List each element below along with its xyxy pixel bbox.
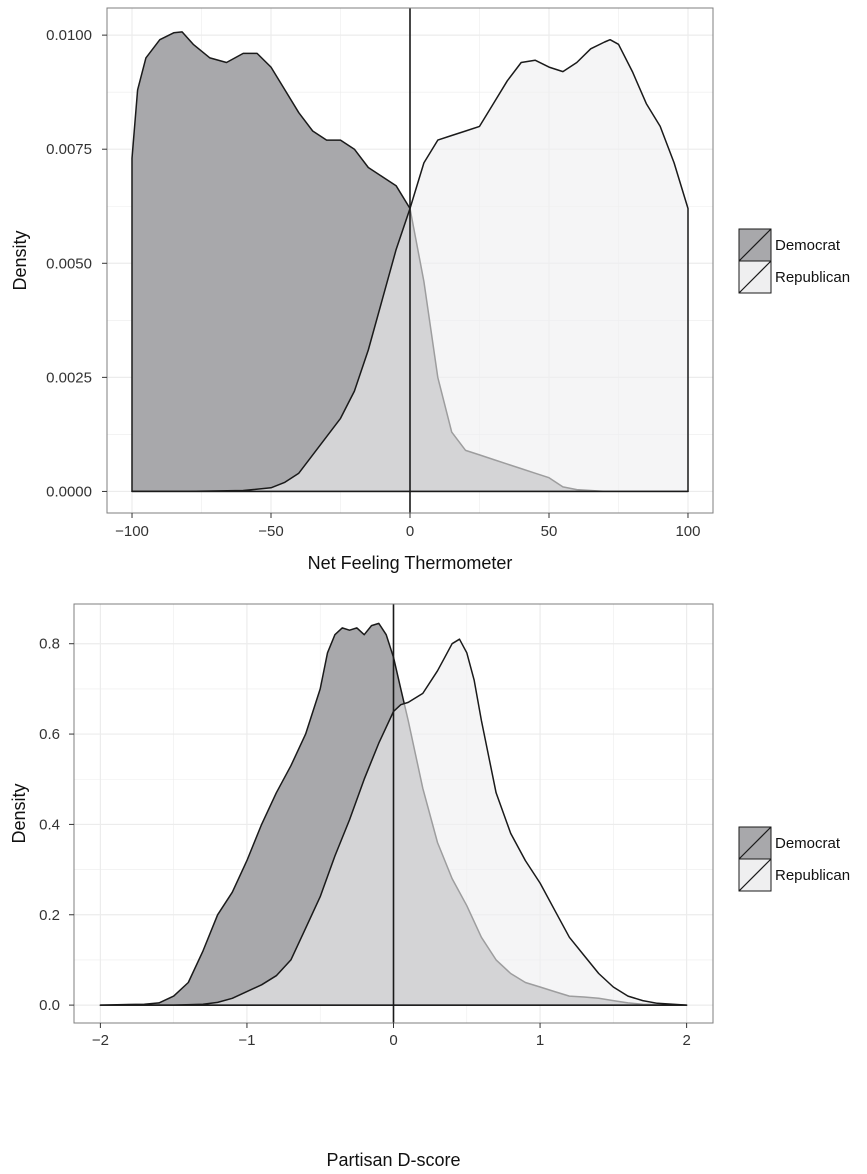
bottom-legend: Democrat Republican [738,826,850,892]
x-tick-label: 1 [536,1032,544,1049]
y-tick-label: 0.4 [39,816,60,833]
legend-slash-democrat [738,228,772,262]
y-tick-label: 0.0075 [46,141,92,158]
bottom-density-chart: −2 −1 0 1 20.00.20.40.60.8 Partisan D-score … [9,603,850,1170]
y-tick-label: 0.0100 [46,27,92,44]
x-tick-label: 100 [675,523,700,540]
y-tick-label: 0.0025 [46,369,92,386]
y-tick-label: 0.6 [39,726,60,743]
bottom-axis-ticks: −2 −1 0 1 2 0.0 0.2 0.4 0.6 0.8 [39,636,691,1049]
top-y-axis-title: Density [10,230,30,290]
legend-label-republican: Republican [775,867,850,884]
x-tick-label: 50 [541,523,558,540]
top-density-chart: −100 −50 0 50 100 0.0000 0.0025 0.0050 0.0075 0.0… [10,7,850,573]
top-axis-ticks: −100 −50 0 50 100 0.0000 0.0025 0.0050 0.0075 0.0… [46,27,700,540]
top-x-axis-title: Net Feeling Thermometer [308,553,513,573]
legend-key-republican: Republican [738,858,850,892]
legend-label-democrat: Democrat [775,237,841,254]
x-tick-label: 2 [682,1032,690,1049]
legend-slash-democrat [738,826,772,860]
legend-slash-republican [738,858,772,892]
y-tick-label: 0.2 [39,907,60,924]
y-tick-label: 0.0050 [46,255,92,272]
y-tick-label: 0.8 [39,636,60,653]
y-tick-label: 0.0 [39,997,60,1014]
legend-label-republican: Republican [775,269,850,286]
bottom-x-axis-title: Partisan D-score [326,1150,460,1170]
legend-slash-republican [738,260,772,294]
x-tick-label: 0 [389,1032,397,1049]
legend-key-democrat: Democrat [738,228,841,262]
legend-label-democrat: Democrat [775,835,841,852]
y-tick-label: 0.0000 [46,483,92,500]
top-legend: Democrat Republican [738,228,850,294]
legend-key-republican: Republican [738,260,850,294]
legend-key-democrat: Democrat [738,826,841,860]
bottom-y-axis-title: Density [9,783,29,843]
x-tick-label: −1 [238,1032,255,1049]
x-tick-label: 0 [406,523,414,540]
x-tick-label: −100 [115,523,149,540]
x-tick-label: −50 [258,523,283,540]
x-tick-label: −2 [92,1032,109,1049]
